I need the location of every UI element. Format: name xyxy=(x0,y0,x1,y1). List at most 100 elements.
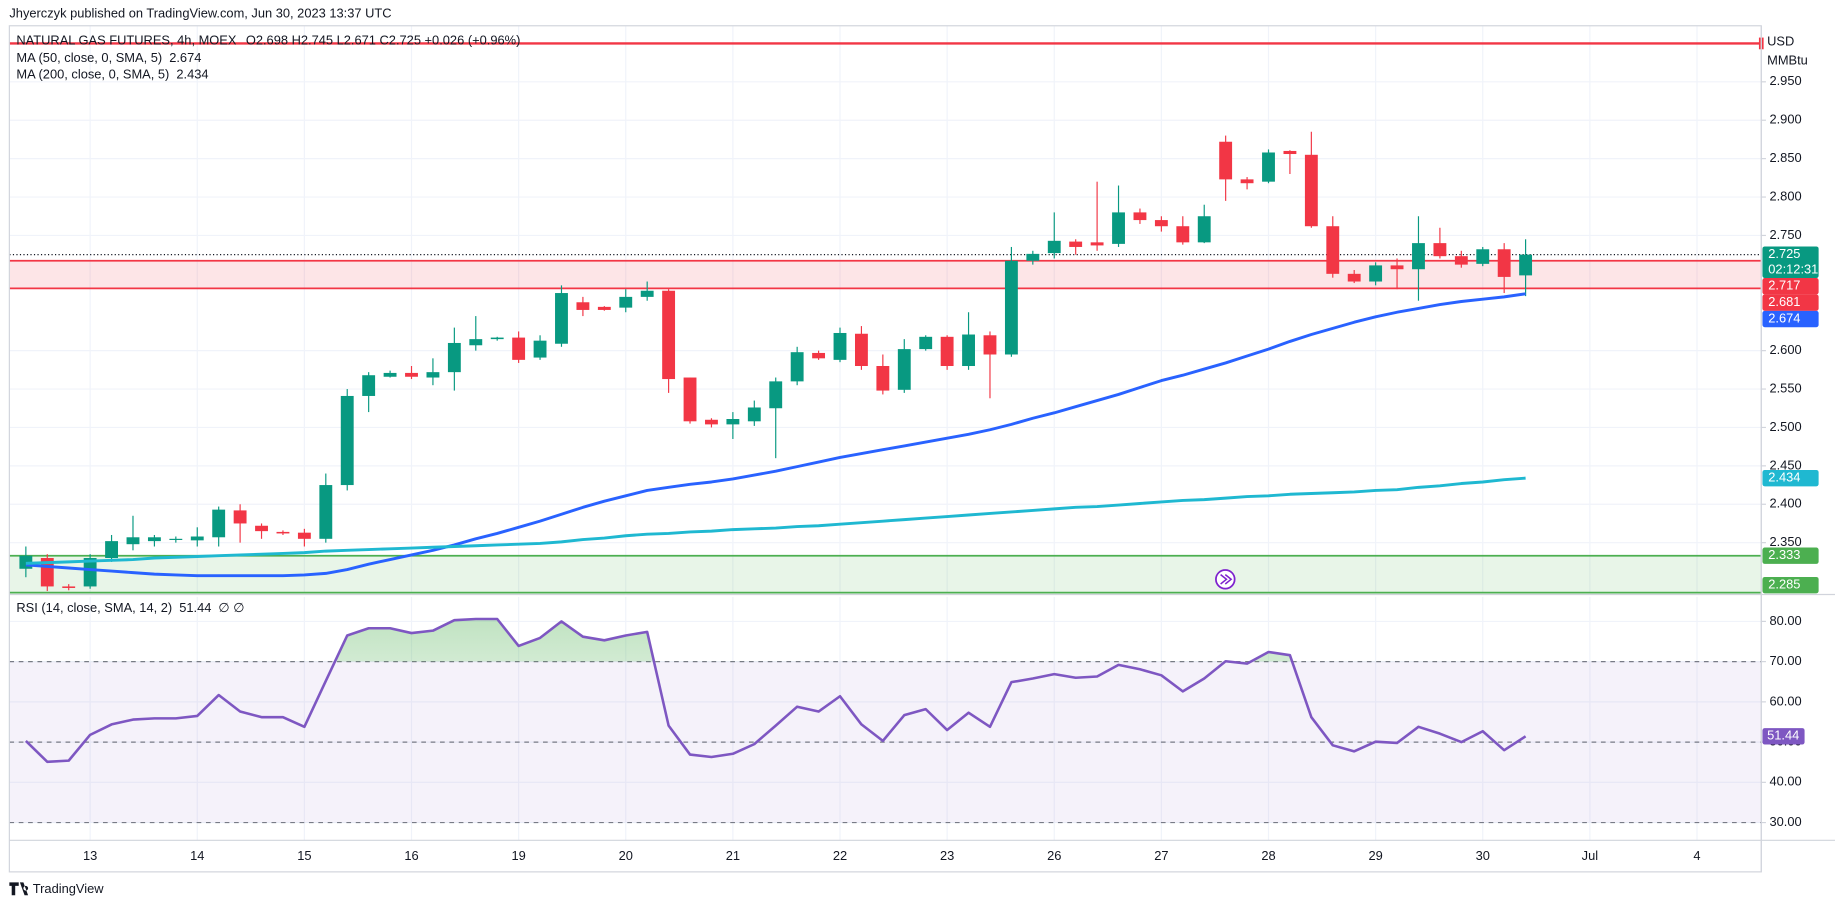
candle-body xyxy=(962,334,975,367)
replay-icon[interactable] xyxy=(1215,569,1236,590)
y-tick-label: 2.950 xyxy=(1769,73,1801,88)
legend-name: RSI (14, close, SMA, 14, 2) xyxy=(16,600,172,615)
legend-na: ∅ ∅ xyxy=(218,600,244,615)
rsi-line xyxy=(24,617,1527,764)
candle-body xyxy=(340,395,354,486)
x-tick-label: 21 xyxy=(726,848,740,863)
y-tick-label: 2.450 xyxy=(1769,457,1801,472)
y-tick-label: 2.750 xyxy=(1769,227,1801,242)
candle-body xyxy=(983,335,997,355)
candle-body xyxy=(1326,226,1340,274)
candle-body xyxy=(619,296,633,308)
candle-body xyxy=(490,337,504,340)
candle-body xyxy=(1369,265,1383,282)
y-tick-label: 2.400 xyxy=(1769,496,1801,511)
candle-body xyxy=(405,372,418,377)
candle-body xyxy=(1176,226,1190,243)
candle-body xyxy=(683,377,697,422)
zone xyxy=(9,260,1762,289)
candle-body xyxy=(1347,273,1361,282)
legend-value: 2.674 xyxy=(169,50,201,65)
candle-body xyxy=(1454,256,1468,265)
candle-body xyxy=(854,333,868,367)
zone xyxy=(9,555,1762,593)
candle-body xyxy=(940,336,954,367)
candle-body xyxy=(83,558,97,587)
price-tag-label: 2.285 xyxy=(1768,577,1800,592)
x-tick-label: 30 xyxy=(1476,848,1490,863)
replay-arrow[interactable] xyxy=(1220,574,1233,585)
candle-body xyxy=(105,541,118,559)
candle-body xyxy=(747,407,761,422)
candle-body xyxy=(297,532,311,539)
candle-body xyxy=(833,332,847,360)
y-tick-label: 2.550 xyxy=(1769,380,1801,395)
legend-title: NATURAL GAS FUTURES, 4h, MOEX xyxy=(16,32,237,47)
candle-body xyxy=(1519,254,1533,276)
y-tick-label: 30.00 xyxy=(1769,814,1801,829)
candle-body xyxy=(876,366,890,391)
candle-body xyxy=(147,537,161,542)
x-tick-label: 14 xyxy=(190,848,204,863)
candle-body xyxy=(362,375,376,396)
candle-body xyxy=(1090,242,1104,246)
price-tag xyxy=(1762,246,1819,279)
candle-body xyxy=(426,372,440,378)
price-tag-label: 2.674 xyxy=(1768,310,1800,325)
candle-body xyxy=(1047,240,1061,254)
x-tick-label: Jul xyxy=(1582,848,1598,863)
y-tick-label: 60.00 xyxy=(1769,693,1801,708)
candle-body xyxy=(512,337,526,360)
candle-body xyxy=(233,510,247,524)
header: Jhyerczyk published on TradingView.com, … xyxy=(9,5,391,20)
rsi-tag xyxy=(1762,728,1805,745)
y-tick-label: 2.600 xyxy=(1769,342,1801,357)
candle-body xyxy=(319,485,333,539)
x-tick-label: 16 xyxy=(404,848,418,863)
candle-body xyxy=(469,339,483,346)
y-tick-label: 2.350 xyxy=(1769,534,1801,549)
candle-body xyxy=(576,302,590,310)
y-tick-label: 2.800 xyxy=(1769,188,1801,203)
candle-body xyxy=(1004,260,1018,355)
candle-body xyxy=(533,340,547,358)
price-tag xyxy=(1762,547,1819,564)
candle-body xyxy=(555,293,568,344)
price-tag xyxy=(1762,469,1819,487)
price-tag xyxy=(1762,278,1819,295)
x-tick-label: 13 xyxy=(83,848,97,863)
candle-body xyxy=(1026,253,1040,261)
countdown: 02:12:31 xyxy=(1768,261,1818,276)
background-layer xyxy=(9,25,1764,841)
y-tick-label: 70.00 xyxy=(1769,653,1801,668)
ma-line xyxy=(25,476,1526,565)
candle-body xyxy=(1219,141,1233,180)
candle-body xyxy=(1262,152,1275,182)
candle-body xyxy=(1497,249,1511,277)
logo-mark xyxy=(9,882,29,896)
y-tick-label: 2.500 xyxy=(1769,419,1801,434)
candle-body xyxy=(897,349,911,390)
candle-body xyxy=(62,586,76,588)
candle-body xyxy=(1112,212,1125,244)
x-tick-label: 29 xyxy=(1368,848,1382,863)
x-tick-label: 28 xyxy=(1261,848,1275,863)
currency: USD xyxy=(1767,34,1794,49)
candle-body xyxy=(662,290,676,380)
candle-body xyxy=(1197,216,1211,243)
legend-name: MA (50, close, 0, SMA, 5) xyxy=(16,50,162,65)
axis-layer: USD MMBtu TradingView 13 14 15 16 19 20 21 22 23… xyxy=(8,25,1835,896)
legend-ohlc: O2.698 H2.745 L2.671 C2.725 +0.026 (+0.9… xyxy=(246,32,521,47)
y-tick-label: 2.900 xyxy=(1769,112,1801,127)
candle-body xyxy=(790,352,804,382)
ma-line xyxy=(25,292,1526,578)
candle-body xyxy=(919,336,933,350)
candle-body xyxy=(1390,265,1404,270)
legend-value: 2.434 xyxy=(176,66,208,81)
candle-body xyxy=(212,509,226,538)
y-tick-label: 2.850 xyxy=(1769,150,1801,165)
price-tag-label: 2.434 xyxy=(1768,470,1800,485)
x-tick-label: 15 xyxy=(297,848,311,863)
